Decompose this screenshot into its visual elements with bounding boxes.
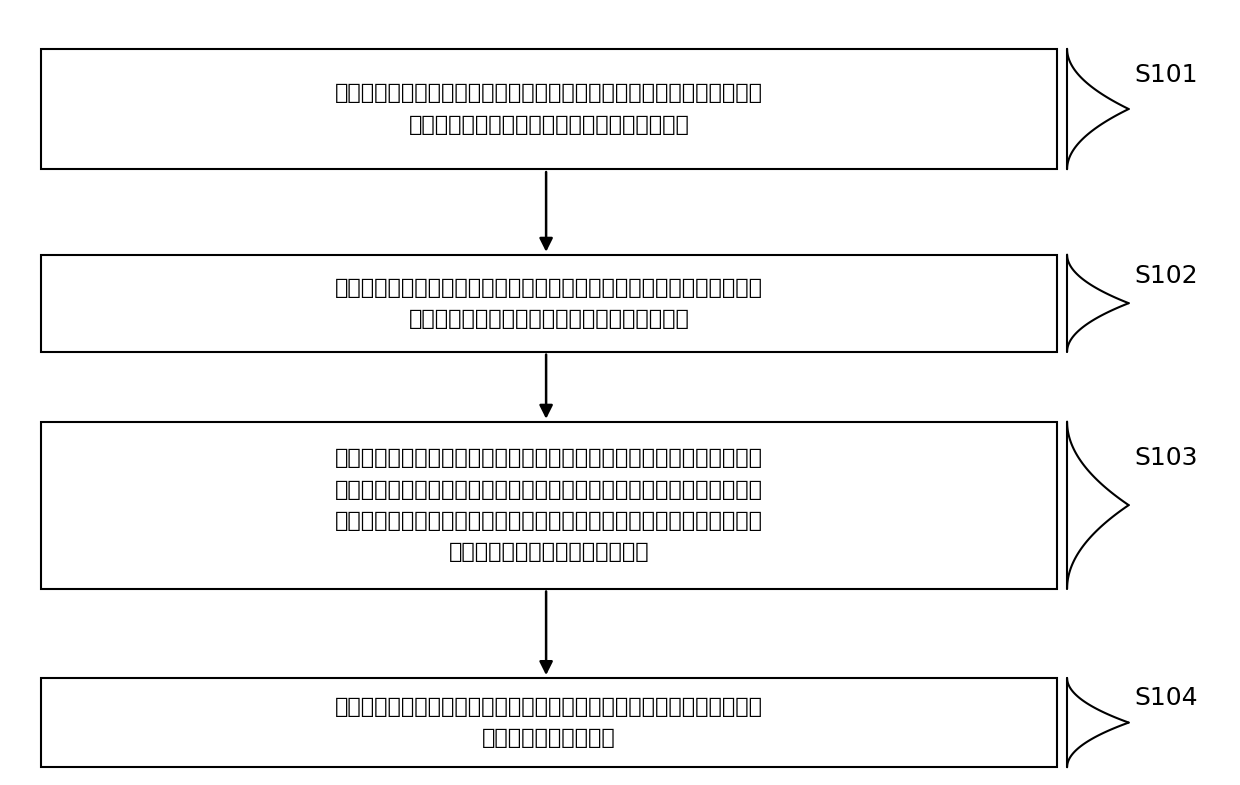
Text: 利用心电仪器采集患者的心电数据信号；利用数字脑电仪采集患者脑电波
数据信号；利用血压仪器采集患者血压数据信号: 利用心电仪器采集患者的心电数据信号；利用数字脑电仪采集患者脑电波 数据信号；利用… <box>335 83 763 134</box>
Text: S101: S101 <box>1135 64 1198 87</box>
Text: S102: S102 <box>1135 264 1199 288</box>
FancyBboxPatch shape <box>41 49 1058 170</box>
Text: 利用报警器通过变量变换将相关异常数据转为若干个不相关的综合指标变
量，完成异常数据集的降维处理后进行及时报警通知；利用存储器存储采
集的心电、脑电波、血压数据信: 利用报警器通过变量变换将相关异常数据转为若干个不相关的综合指标变 量，完成异常数… <box>335 448 763 562</box>
FancyBboxPatch shape <box>41 422 1058 589</box>
FancyBboxPatch shape <box>41 254 1058 352</box>
Text: S103: S103 <box>1135 447 1198 470</box>
Text: S104: S104 <box>1135 685 1199 710</box>
FancyBboxPatch shape <box>41 678 1058 767</box>
Text: 利用模块级联约束式的显示器显示精神压力测量系统界面及采集的心电、
脑电波、血压数据信息: 利用模块级联约束式的显示器显示精神压力测量系统界面及采集的心电、 脑电波、血压数… <box>335 697 763 748</box>
Text: 利用信号处理电路对采集的信号进行滤波、放大、模数转换、降噪操作；
利用数据处理软件根据采集的数据判断精神状态: 利用信号处理电路对采集的信号进行滤波、放大、模数转换、降噪操作； 利用数据处理软… <box>335 278 763 329</box>
